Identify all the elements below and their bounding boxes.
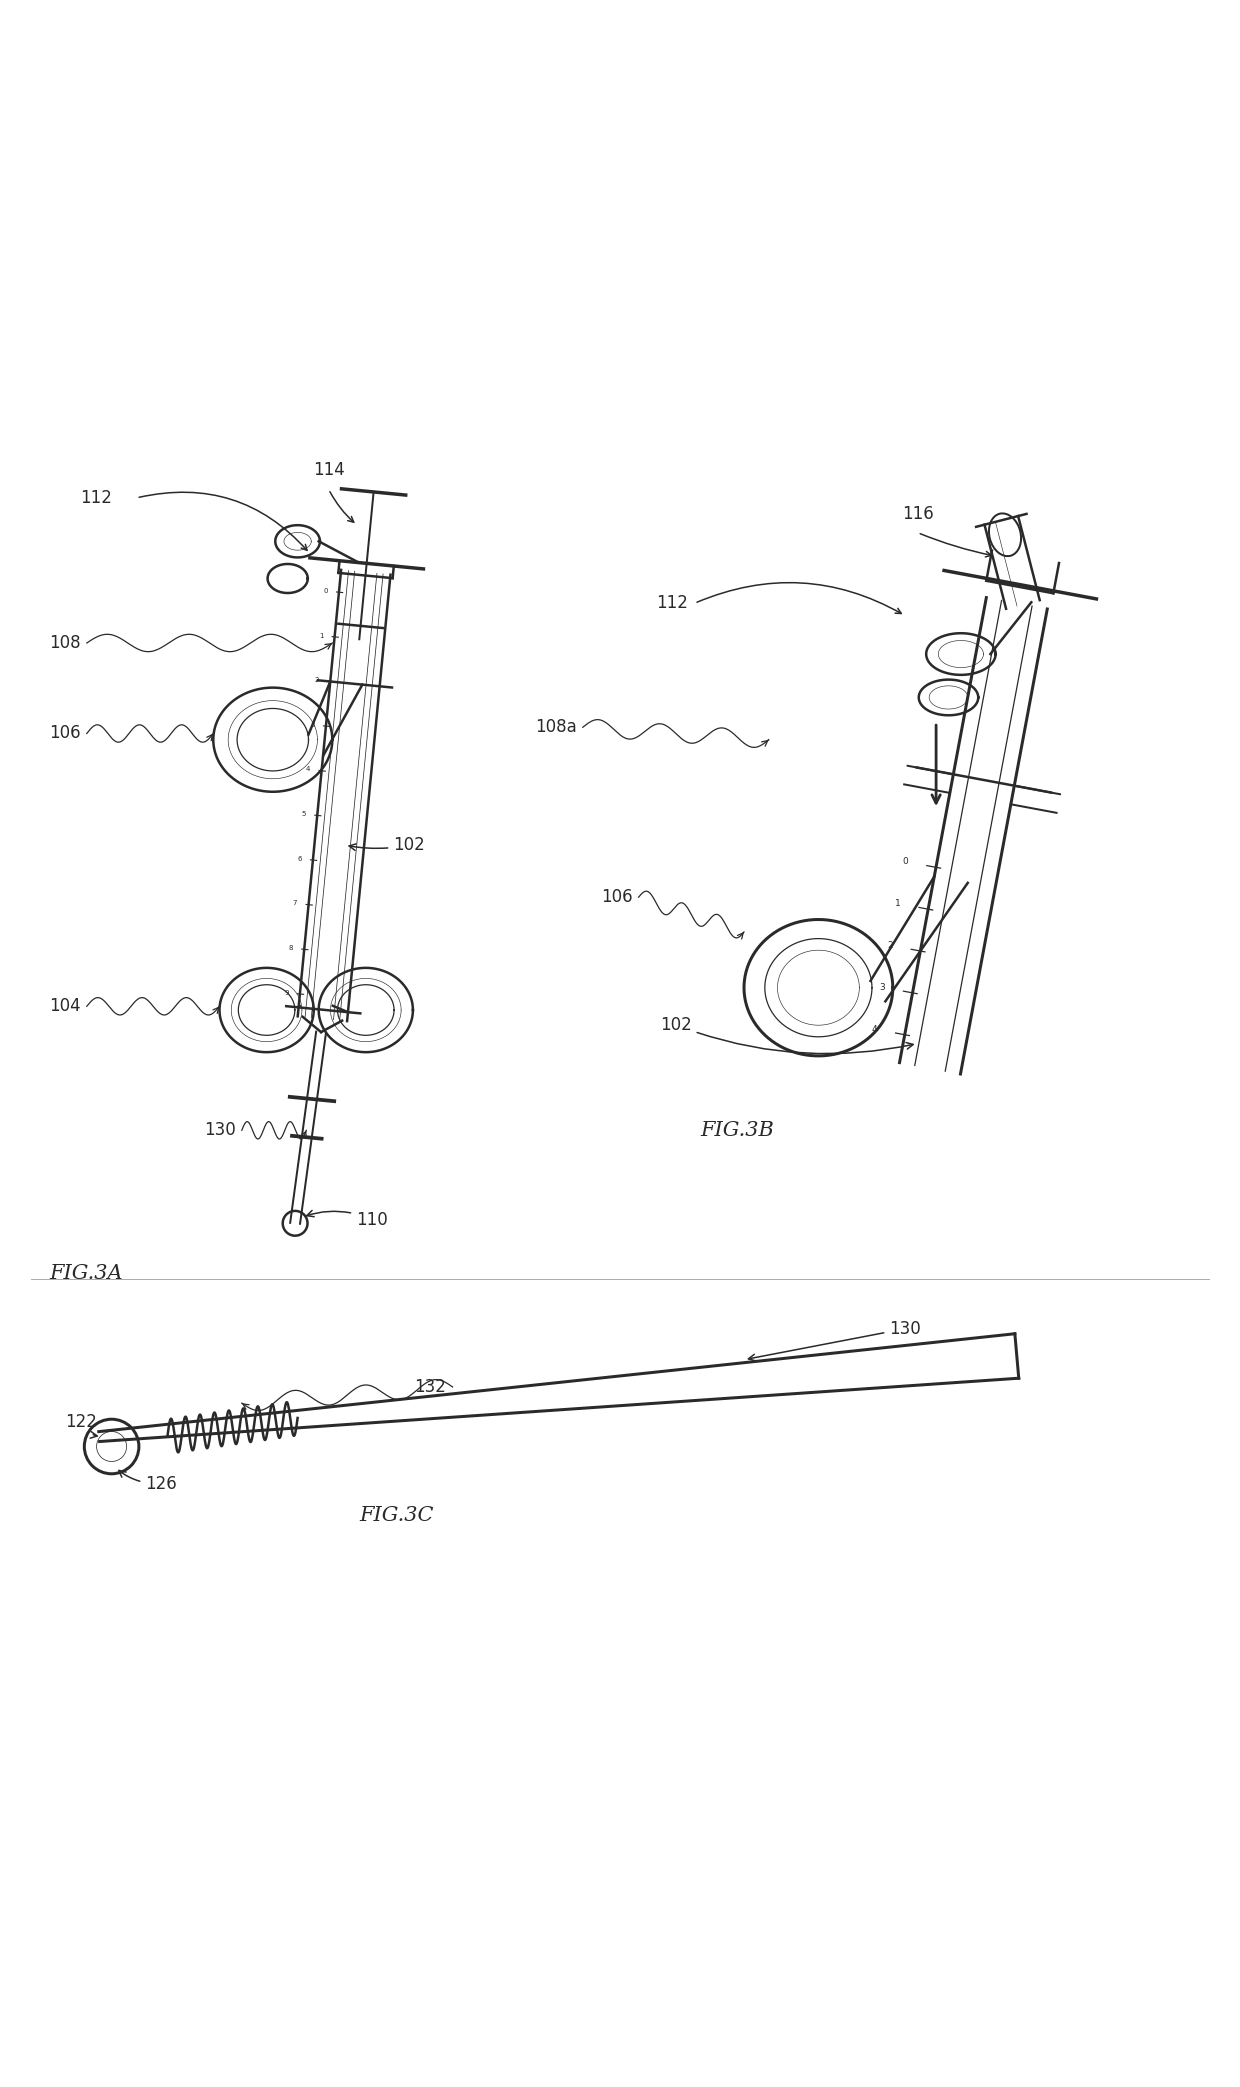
Text: 7: 7 [293, 899, 298, 906]
Text: 104: 104 [48, 998, 81, 1014]
Text: 2: 2 [315, 676, 319, 682]
Text: 1: 1 [895, 899, 900, 908]
Text: 112: 112 [656, 595, 688, 611]
Circle shape [283, 1210, 308, 1236]
Text: 108a: 108a [534, 718, 577, 737]
Text: 116: 116 [901, 505, 934, 522]
Text: FIG.3A: FIG.3A [50, 1265, 123, 1284]
Text: 108: 108 [48, 634, 81, 651]
Text: 8: 8 [289, 945, 293, 952]
Text: 102: 102 [660, 1016, 913, 1054]
Text: 5: 5 [301, 812, 306, 818]
Text: FIG.3C: FIG.3C [360, 1507, 434, 1526]
Text: 6: 6 [298, 856, 301, 862]
Text: 110: 110 [306, 1210, 388, 1229]
Text: 1: 1 [319, 632, 324, 639]
Text: 112: 112 [81, 488, 113, 507]
Text: 4: 4 [872, 1025, 877, 1033]
Text: 102: 102 [350, 837, 425, 854]
Text: 2: 2 [887, 941, 893, 950]
Text: 130: 130 [203, 1121, 236, 1140]
Text: 0: 0 [324, 589, 327, 595]
Text: 114: 114 [312, 461, 345, 480]
Text: 3: 3 [879, 983, 885, 991]
Text: 106: 106 [48, 724, 81, 743]
Text: 130: 130 [749, 1319, 921, 1361]
Text: 0: 0 [903, 858, 909, 866]
Text: 9: 9 [284, 989, 289, 995]
Text: 4: 4 [306, 766, 310, 772]
Text: FIG.3B: FIG.3B [701, 1121, 775, 1140]
Text: 132: 132 [414, 1377, 446, 1396]
Text: 122: 122 [64, 1413, 97, 1438]
Circle shape [84, 1419, 139, 1473]
Text: 3: 3 [310, 722, 315, 728]
Text: 106: 106 [600, 889, 632, 906]
Text: 126: 126 [119, 1471, 177, 1492]
